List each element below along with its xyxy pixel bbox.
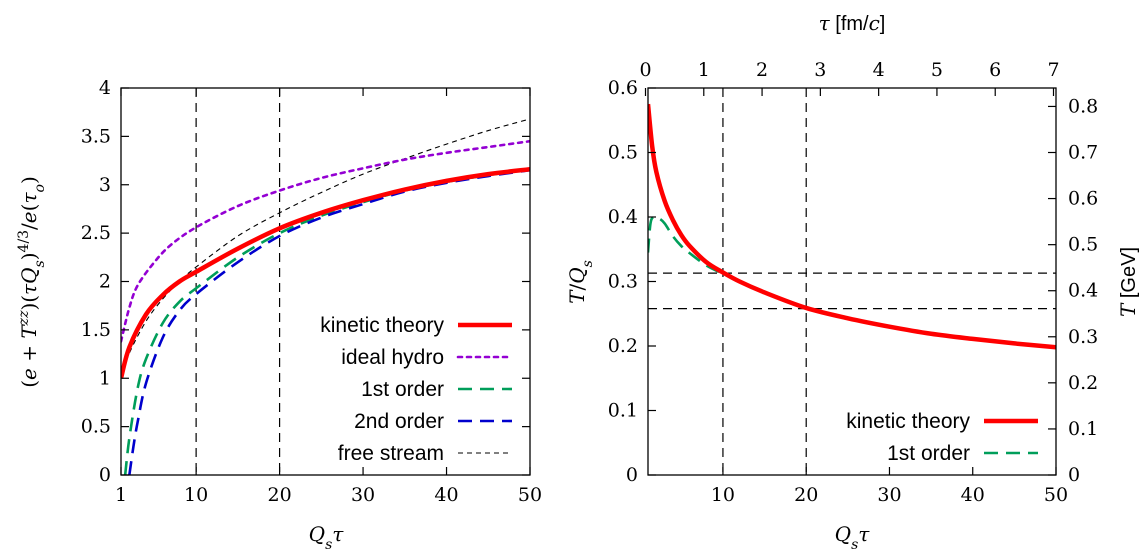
y-tick-label: 1 (99, 367, 111, 389)
y2-tick-label: 0.3 (1068, 326, 1098, 348)
x-tick-label: 30 (351, 484, 375, 506)
x2-tick-label: 2 (756, 59, 768, 81)
x-tick-label: 20 (267, 484, 291, 506)
y2-tick-label: 0.4 (1068, 280, 1098, 302)
y-tick-label: 0.1 (608, 400, 638, 422)
x2-tick-label: 4 (873, 59, 885, 81)
x-tick-label: 40 (434, 484, 458, 506)
series-line-kinetic-theory (121, 167, 530, 379)
y2-tick-label: 0.7 (1068, 142, 1098, 164)
y2-tick-label: 0.1 (1068, 418, 1098, 440)
x2-tick-label: 1 (698, 59, 710, 81)
y-tick-label: 1.5 (81, 319, 111, 341)
x2-tick-label: 0 (639, 59, 651, 81)
x-tick-label: 10 (711, 484, 735, 506)
y-tick-label: 2.5 (81, 222, 111, 244)
y2-tick-label: 0.2 (1068, 372, 1098, 394)
series-group (648, 103, 1056, 350)
x-tick-label: 20 (794, 484, 818, 506)
legend-label: 1st order (361, 378, 444, 401)
y-tick-label: 0 (626, 464, 638, 486)
y-tick-label: 0.2 (608, 335, 638, 357)
y2-tick-label: 0.8 (1068, 95, 1098, 117)
x2-tick-label: 5 (931, 59, 943, 81)
x2-tick-label: 6 (989, 59, 1001, 81)
series-group (121, 118, 530, 475)
legend-label: kinetic theory (320, 314, 444, 337)
x-tick-label: 50 (1044, 484, 1068, 506)
y-tick-label: 2 (99, 271, 111, 293)
legend-label: 1st order (887, 442, 970, 465)
x-tick-label: 30 (877, 484, 901, 506)
y2-tick-label: 0 (1068, 464, 1080, 486)
series-line-1st-order (648, 215, 1056, 349)
legend-label: kinetic theory (846, 410, 970, 433)
y-axis-title: (e + Tzz)(τQs)4/3/e(τo) (16, 176, 48, 388)
y-tick-label: 0.5 (608, 142, 638, 164)
y-tick-label: 4 (99, 77, 111, 99)
x-tick-label: 1 (115, 484, 127, 506)
left-chart: 1 10 20 30 40 50 0 0.5 1 1.5 2 2.5 3 3.5 4 kinetic theo… (16, 77, 542, 553)
y2-tick-label: 0.6 (1068, 188, 1098, 210)
x2-tick-label: 3 (814, 59, 826, 81)
y-tick-label: 0.3 (608, 271, 638, 293)
y-tick-label: 0.6 (608, 77, 638, 99)
y-tick-label: 0 (99, 464, 111, 486)
y2-axis-title: T [GeV] (1116, 247, 1140, 317)
y2-tick-label: 0.5 (1068, 234, 1098, 256)
y-tick-label: 3 (99, 174, 111, 196)
y-tick-label: 3.5 (81, 125, 111, 147)
x-tick-label: 40 (961, 484, 985, 506)
series-line-kinetic-theory (648, 103, 1056, 350)
legend-label: ideal hydro (341, 346, 444, 369)
x-axis-title: Qsτ (309, 522, 345, 553)
y-tick-label: 0.5 (81, 416, 111, 438)
x2-tick-label: 7 (1047, 59, 1059, 81)
legend: kinetic theory ideal hydro 1st order 2nd or… (320, 314, 514, 465)
x2-axis-title: τ [fm/c] (819, 11, 886, 35)
y-tick-label: 0.4 (608, 206, 638, 228)
legend: kinetic theory 1st order (846, 410, 1038, 465)
x-tick-label: 10 (184, 484, 208, 506)
series-line-ideal-hydro (121, 139, 530, 343)
x-tick-label: 50 (518, 484, 542, 506)
y-axis-title: T/Qs (565, 260, 596, 304)
series-line-free-stream (121, 118, 530, 379)
legend-label: 2nd order (354, 410, 444, 433)
legend-label: free stream (338, 442, 444, 465)
x-axis-title: Qsτ (835, 522, 871, 553)
